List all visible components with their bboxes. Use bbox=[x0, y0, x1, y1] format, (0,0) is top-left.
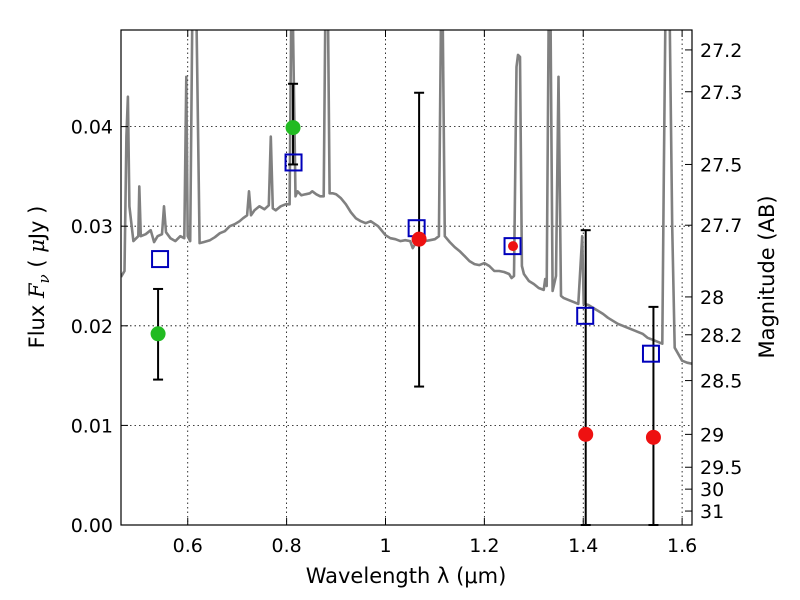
mag-tick-label-5: 28.2 bbox=[700, 325, 742, 347]
mag-tick-label-4: 28 bbox=[700, 287, 724, 309]
plot-area bbox=[121, 30, 692, 365]
observed-point-0 bbox=[150, 326, 166, 342]
model-square-marker-4 bbox=[576, 306, 595, 325]
mag-tick-label-8: 29.5 bbox=[700, 457, 742, 479]
y-tick-label-0: 0.00 bbox=[71, 515, 113, 537]
observed-point-2 bbox=[411, 231, 427, 247]
model-square-marker-5 bbox=[641, 344, 660, 363]
mag-tick-label-7: 29 bbox=[700, 424, 724, 446]
mag-tick-label-1: 27.3 bbox=[700, 82, 742, 104]
model-square-marker-3 bbox=[503, 237, 522, 256]
y-axis-ticks: 0.00 0.01 0.02 0.03 0.04 bbox=[71, 117, 128, 537]
x-tick-label-1: 0.8 bbox=[272, 535, 302, 557]
y-tick-label-1: 0.01 bbox=[71, 415, 113, 437]
y-tick-label-2: 0.02 bbox=[71, 316, 113, 338]
x-axis-ticks: 0.6 0.8 1 1.2 1.4 1.6 bbox=[173, 30, 697, 557]
x-tick-label-3: 1.2 bbox=[469, 535, 499, 557]
y-tick-label-4: 0.04 bbox=[71, 117, 113, 139]
y-axis-label: Flux Fν ( μJy ) bbox=[25, 206, 53, 349]
model-photometry-markers bbox=[151, 153, 660, 363]
magnitude-axis-label: Magnitude (AB) bbox=[755, 195, 779, 358]
x-tick-label-2: 1 bbox=[379, 535, 391, 557]
observed-point-3 bbox=[508, 241, 519, 252]
mag-tick-label-2: 27.5 bbox=[700, 154, 742, 176]
plot-frame bbox=[120, 29, 693, 526]
observed-point-1 bbox=[285, 120, 301, 136]
x-tick-label-4: 1.4 bbox=[568, 535, 598, 557]
mag-tick-label-3: 27.7 bbox=[700, 215, 742, 237]
mag-tick-label-6: 28.5 bbox=[700, 371, 742, 393]
x-axis-label: Wavelength λ (μm) bbox=[306, 564, 507, 588]
observed-photometry-markers bbox=[150, 120, 661, 445]
model-spectrum-line bbox=[121, 30, 692, 365]
y-tick-label-3: 0.03 bbox=[71, 216, 113, 238]
model-square-marker-0 bbox=[151, 250, 170, 269]
x-tick-label-5: 1.6 bbox=[667, 535, 697, 557]
observed-point-5 bbox=[645, 429, 661, 445]
observed-point-4 bbox=[578, 426, 594, 442]
model-square-marker-1 bbox=[284, 153, 303, 172]
mag-tick-label-9: 30 bbox=[700, 479, 724, 501]
x-tick-label-0: 0.6 bbox=[173, 535, 203, 557]
mag-tick-label-10: 31 bbox=[700, 501, 724, 523]
mag-tick-label-0: 27.2 bbox=[700, 40, 742, 62]
